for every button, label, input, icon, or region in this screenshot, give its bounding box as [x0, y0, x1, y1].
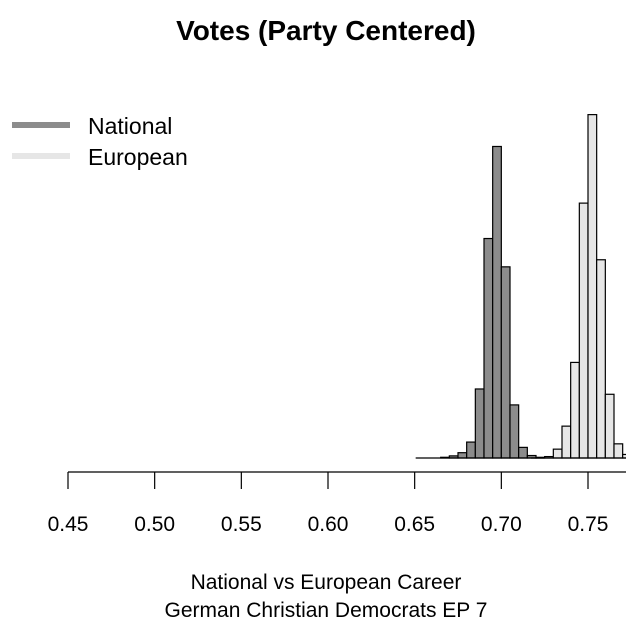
- bar-european-8: [604, 393, 615, 459]
- bar-national-9: [518, 446, 528, 459]
- bar-european-10: [622, 453, 626, 459]
- bar-european-9: [613, 443, 624, 459]
- x-axis: 0.45 0.50 0.55 0.60 0.65 0.70 0.75: [48, 471, 626, 536]
- bar-national-3: [466, 441, 476, 459]
- legend-label-national: National: [88, 113, 172, 139]
- x-tick-label-3: 0.60: [308, 513, 349, 536]
- x-tick-label-1: 0.50: [134, 513, 175, 536]
- bar-european-2: [552, 448, 563, 459]
- bar-national-2: [457, 452, 468, 459]
- bar-national-6: [492, 145, 502, 459]
- x-axis-label-line-1: National vs European Career: [191, 571, 462, 594]
- bar-european-7: [596, 259, 606, 459]
- bar-european-4: [570, 361, 580, 459]
- bar-national-8: [509, 404, 520, 459]
- bar-european-3: [561, 425, 572, 459]
- legend: National European: [12, 113, 188, 170]
- x-tick-label-5: 0.70: [481, 513, 522, 536]
- legend-label-european: European: [88, 144, 188, 170]
- histogram-bars: [440, 114, 626, 459]
- bar-european-6: [587, 114, 598, 459]
- x-tick-label-4: 0.65: [394, 513, 435, 536]
- bar-national-5: [483, 237, 494, 459]
- bar-european-5: [578, 202, 589, 459]
- x-axis-label-line-2: German Christian Democrats EP 7: [165, 599, 488, 622]
- bar-national-4: [474, 388, 485, 459]
- bar-national-7: [500, 266, 511, 459]
- x-tick-label-0: 0.45: [48, 513, 89, 536]
- x-tick-label-2: 0.55: [221, 513, 262, 536]
- chart-title: Votes (Party Centered): [176, 15, 476, 46]
- x-tick-label-6: 0.75: [568, 513, 609, 536]
